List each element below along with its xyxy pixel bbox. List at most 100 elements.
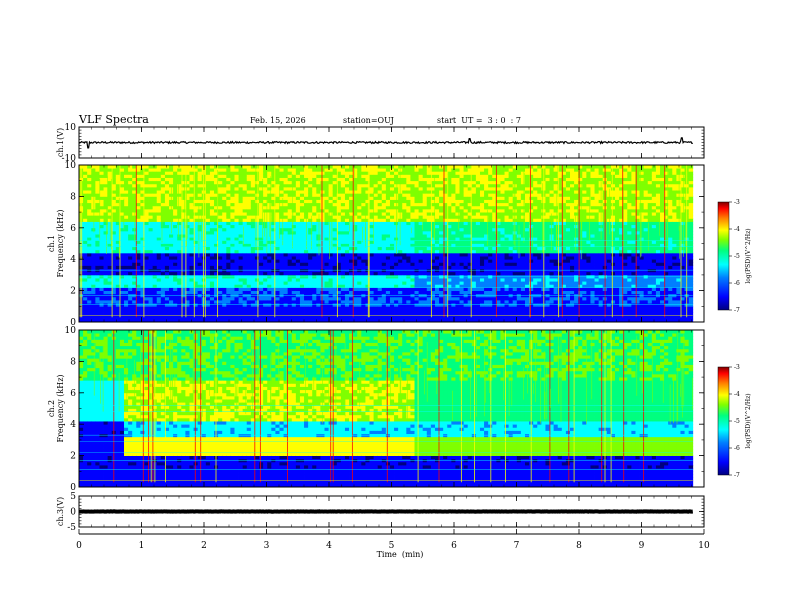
heatmap-cell bbox=[369, 246, 374, 251]
heatmap-cell bbox=[410, 180, 415, 185]
heatmap-cell bbox=[83, 193, 88, 197]
heatmap-cell bbox=[287, 290, 293, 295]
heatmap-cell bbox=[136, 262, 141, 266]
heatmap-cell bbox=[218, 165, 223, 169]
heatmap-cell bbox=[451, 224, 456, 229]
heatmap-cell bbox=[312, 205, 317, 210]
heatmap-cell bbox=[422, 183, 428, 188]
heatmap-cell bbox=[164, 284, 170, 288]
heatmap-cell bbox=[328, 262, 334, 266]
heatmap-cell bbox=[103, 165, 109, 169]
heatmap-cell bbox=[246, 256, 252, 260]
heatmap-cell bbox=[124, 190, 129, 194]
heatmap-cell bbox=[349, 290, 354, 295]
heatmap-cell bbox=[463, 246, 469, 251]
heatmap-cell bbox=[328, 199, 334, 204]
heatmap-cell bbox=[259, 234, 264, 238]
heatmap-cell bbox=[414, 243, 420, 248]
heatmap-cell bbox=[295, 186, 301, 191]
heatmap-cell bbox=[181, 196, 186, 200]
heatmap-cell bbox=[353, 205, 358, 210]
heatmap-cell bbox=[344, 193, 350, 197]
heatmap-cell bbox=[148, 287, 154, 291]
heatmap-cell bbox=[160, 199, 166, 204]
heatmap-cell bbox=[340, 237, 346, 241]
heatmap-cell bbox=[160, 168, 166, 172]
heatmap-cell bbox=[222, 240, 227, 244]
heatmap-cell bbox=[471, 205, 477, 210]
heatmap-cell bbox=[328, 171, 334, 175]
heatmap-cell bbox=[238, 256, 244, 260]
heatmap-cell bbox=[111, 208, 117, 213]
heatmap-cell bbox=[181, 284, 186, 288]
heatmap-cell bbox=[177, 193, 182, 197]
heatmap-cell bbox=[434, 196, 440, 200]
heatmap-cell bbox=[152, 296, 158, 301]
heatmap-cell bbox=[209, 243, 215, 248]
heatmap-cell bbox=[316, 240, 321, 244]
heatmap-cell bbox=[205, 281, 211, 285]
heatmap-cell bbox=[279, 237, 284, 241]
heatmap-cell bbox=[373, 218, 379, 222]
heatmap-cell bbox=[365, 171, 370, 175]
heatmap-cell bbox=[344, 300, 350, 304]
heatmap-cell bbox=[271, 287, 276, 291]
heatmap-cell bbox=[304, 190, 309, 194]
heatmap-cell bbox=[299, 306, 305, 310]
heatmap-cell bbox=[361, 318, 366, 323]
heatmap-cell bbox=[222, 177, 227, 182]
heatmap-cell bbox=[287, 171, 293, 175]
heatmap-cell bbox=[459, 315, 465, 320]
heatmap-cell bbox=[299, 202, 305, 207]
heatmap-cell bbox=[136, 177, 141, 182]
heatmap-cell bbox=[148, 306, 154, 310]
heatmap-cell bbox=[222, 287, 227, 291]
heatmap-cell bbox=[455, 290, 460, 295]
heatmap-cell bbox=[259, 208, 264, 213]
heatmap-cell bbox=[234, 243, 239, 248]
heatmap-cell bbox=[291, 271, 297, 276]
heatmap-cell bbox=[295, 252, 301, 257]
heatmap-cell bbox=[443, 218, 448, 222]
heatmap-cell bbox=[279, 218, 284, 222]
heatmap-cell bbox=[185, 227, 190, 232]
heatmap-cell bbox=[87, 221, 92, 226]
heatmap-cell bbox=[218, 196, 223, 200]
heatmap-cell bbox=[107, 240, 113, 244]
heatmap-cell bbox=[144, 183, 149, 188]
heatmap-cell bbox=[320, 315, 325, 320]
heatmap-cell bbox=[201, 265, 207, 270]
heatmap-cell bbox=[459, 171, 465, 175]
heatmap-cell bbox=[181, 215, 186, 219]
heatmap-cell bbox=[402, 171, 407, 175]
heatmap-cell bbox=[430, 221, 436, 226]
heatmap-cell bbox=[308, 218, 313, 222]
heatmap-cell bbox=[99, 315, 104, 320]
heatmap-cell bbox=[148, 281, 154, 285]
heatmap-cell bbox=[353, 243, 358, 248]
heatmap-cell bbox=[267, 246, 272, 251]
heatmap-cell bbox=[402, 186, 407, 191]
heatmap-cell bbox=[320, 230, 325, 235]
heatmap-cell bbox=[467, 193, 473, 197]
heatmap-cell bbox=[177, 168, 182, 172]
heatmap-cell bbox=[214, 296, 219, 301]
heatmap-cell bbox=[83, 262, 88, 266]
heatmap-cell bbox=[83, 165, 88, 169]
heatmap-cell bbox=[430, 174, 436, 178]
heatmap-cell bbox=[267, 315, 272, 320]
heatmap-cell bbox=[369, 284, 374, 288]
heatmap-cell bbox=[250, 265, 256, 270]
heatmap-cell bbox=[185, 237, 190, 241]
heatmap-cell bbox=[259, 262, 264, 266]
heatmap-cell bbox=[324, 180, 329, 185]
heatmap-cell bbox=[140, 230, 145, 235]
heatmap-cell bbox=[254, 218, 260, 222]
heatmap-cell bbox=[434, 240, 440, 244]
heatmap-cell bbox=[263, 227, 268, 232]
heatmap-cell bbox=[181, 218, 186, 222]
heatmap-cell bbox=[79, 315, 84, 320]
heatmap-cell bbox=[414, 312, 420, 317]
heatmap-cell bbox=[312, 249, 317, 254]
heatmap-cell bbox=[250, 240, 256, 244]
